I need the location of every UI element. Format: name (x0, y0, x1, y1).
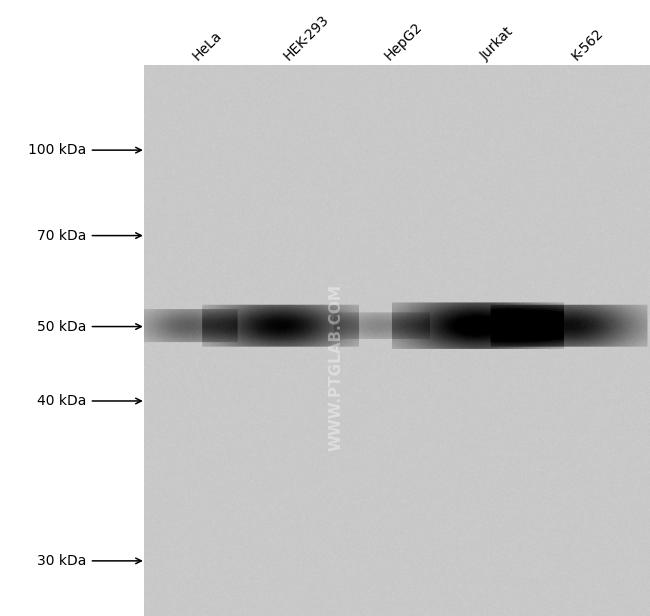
Text: HepG2: HepG2 (382, 20, 425, 63)
Text: HEK-293: HEK-293 (281, 12, 332, 63)
Text: WWW.PTGLAB.COM: WWW.PTGLAB.COM (329, 285, 344, 452)
Text: 70 kDa: 70 kDa (37, 229, 86, 243)
Text: 50 kDa: 50 kDa (37, 320, 86, 333)
Text: Jurkat: Jurkat (478, 25, 517, 63)
Text: 40 kDa: 40 kDa (37, 394, 86, 408)
Text: 100 kDa: 100 kDa (29, 143, 86, 157)
Text: K-562: K-562 (569, 26, 606, 63)
Text: HeLa: HeLa (190, 28, 225, 63)
Text: 30 kDa: 30 kDa (37, 554, 86, 568)
